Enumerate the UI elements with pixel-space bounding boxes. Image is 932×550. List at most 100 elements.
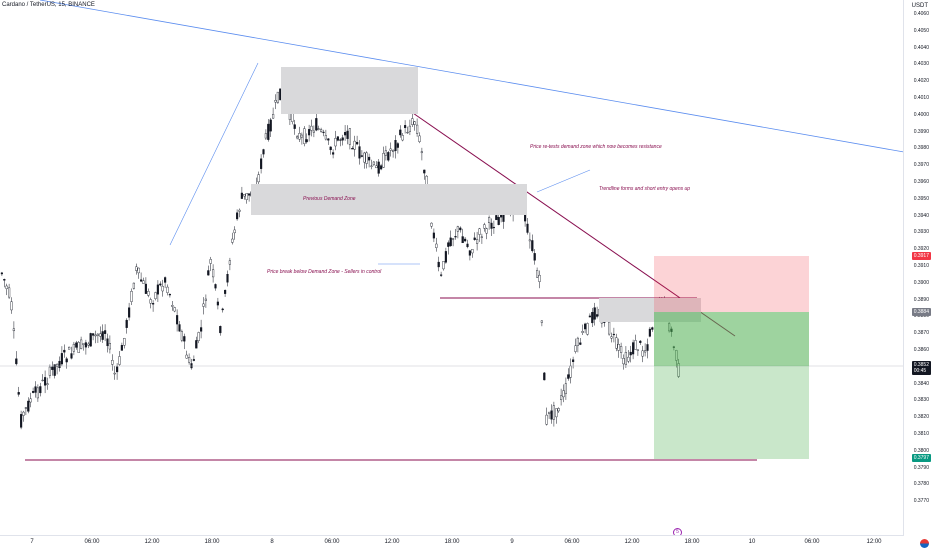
candle [293, 124, 296, 129]
candle [221, 308, 224, 311]
previous-demand-zone[interactable] [251, 184, 527, 215]
candle [320, 129, 323, 132]
candle [384, 150, 387, 156]
candle [442, 261, 445, 270]
candle [20, 414, 23, 428]
candle [449, 237, 452, 247]
price-tick: 0.4000 [913, 111, 929, 118]
candle [156, 284, 159, 295]
candle [135, 266, 138, 271]
candle [545, 414, 548, 425]
candle [550, 410, 553, 420]
candle [418, 135, 421, 142]
annotation-previous-zone[interactable]: Previous Demand Zone [303, 196, 356, 202]
descending-trendline-blue[interactable] [39, 0, 904, 153]
candle [627, 356, 630, 362]
candle [99, 333, 102, 337]
candle [111, 360, 114, 365]
candle [329, 146, 332, 151]
price-tick: 0.3840 [913, 380, 929, 387]
candle [617, 344, 620, 351]
time-tick: 06:00 [804, 539, 820, 545]
candle [211, 269, 215, 278]
candle [375, 165, 378, 169]
candle [646, 344, 649, 351]
candle [243, 194, 246, 197]
candle [382, 152, 385, 168]
candle [358, 146, 361, 159]
candle [363, 152, 366, 163]
candle [46, 383, 49, 385]
candle [175, 315, 179, 325]
candle [214, 284, 217, 289]
candle [44, 377, 47, 386]
candle [365, 152, 368, 164]
candle [94, 334, 97, 337]
candle [478, 228, 481, 235]
candle [557, 408, 560, 412]
take-profit-zone[interactable] [654, 312, 809, 459]
candle [3, 279, 6, 281]
candle [483, 224, 486, 229]
candle [392, 149, 395, 153]
time-tick: 18:00 [684, 539, 700, 545]
symbol-title[interactable]: Cardano / TetherUS, 15, BINANCE [2, 2, 95, 8]
time-axis[interactable]: 7 06:00 12:00 18:00 8 06:00 12:00 18:00 9 06:00 12… [0, 535, 904, 550]
stop-loss-zone[interactable] [654, 256, 809, 312]
candle [276, 91, 279, 103]
candle [456, 226, 459, 232]
candle [651, 327, 654, 330]
candle [199, 327, 203, 332]
price-tick: 0.3880 [913, 313, 929, 320]
candle [56, 363, 59, 367]
retest-zone[interactable] [599, 298, 701, 322]
candle [317, 128, 320, 130]
candle [555, 408, 558, 418]
candle [339, 139, 342, 141]
candle [308, 129, 311, 136]
annotation-retest[interactable]: Price re-tests demand zone which now bec… [530, 144, 662, 150]
candle [435, 243, 438, 248]
candle [226, 273, 229, 283]
candle [536, 270, 539, 278]
price-tick: 0.4050 [913, 27, 929, 34]
candle [572, 359, 575, 363]
price-tick: 0.3950 [913, 195, 929, 202]
price-tick: 0.3770 [913, 498, 929, 505]
impulse-arrow-line[interactable] [169, 62, 259, 246]
candle [560, 395, 563, 400]
candle [144, 283, 147, 294]
candle [223, 290, 227, 294]
candle [274, 100, 277, 103]
flag-icon[interactable] [920, 539, 929, 548]
candle [192, 359, 195, 361]
price-tick: 0.4030 [913, 61, 929, 68]
price-tick: 0.4060 [913, 11, 929, 17]
candle [644, 350, 647, 353]
candle [370, 165, 373, 167]
candle [39, 386, 42, 394]
price-tick: 0.3890 [913, 296, 929, 303]
candle [312, 130, 315, 133]
candle [356, 142, 359, 145]
candle [675, 350, 678, 361]
candle [147, 291, 150, 296]
annotation-trendline[interactable]: Trendline forms and short entry opens up [599, 186, 691, 192]
candle [5, 285, 8, 290]
candle [257, 174, 260, 183]
price-axis[interactable]: USDT 0.4060 0.4050 0.4040 0.4030 0.4020 0.401… [903, 0, 932, 550]
candle [149, 299, 152, 304]
candle [87, 343, 90, 346]
candle [404, 125, 407, 129]
candle [185, 354, 188, 359]
candle [130, 291, 133, 302]
annotation-break[interactable]: Price break below Demand Zone - Sellers … [267, 269, 382, 275]
candle [103, 330, 107, 334]
candle [219, 326, 222, 334]
candle [636, 349, 639, 351]
retest-arrow-line[interactable] [536, 169, 591, 193]
time-tick: 06:00 [84, 539, 100, 545]
candles-layer [0, 85, 680, 430]
supply-zone-top[interactable] [281, 67, 418, 114]
